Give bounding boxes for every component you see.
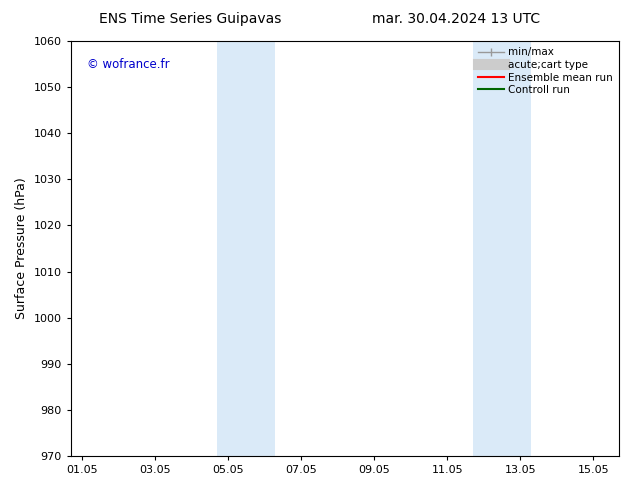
Bar (473, 41, 531, 456)
Text: © wofrance.fr: © wofrance.fr (87, 58, 170, 71)
Text: ENS Time Series Guipavas: ENS Time Series Guipavas (99, 12, 281, 26)
Bar (217, 41, 275, 456)
Text: mar. 30.04.2024 13 UTC: mar. 30.04.2024 13 UTC (372, 12, 541, 26)
Legend: min/max, acute;cart type, Ensemble mean run, Controll run: min/max, acute;cart type, Ensemble mean … (475, 44, 616, 98)
Y-axis label: Surface Pressure (hPa): Surface Pressure (hPa) (15, 178, 28, 319)
